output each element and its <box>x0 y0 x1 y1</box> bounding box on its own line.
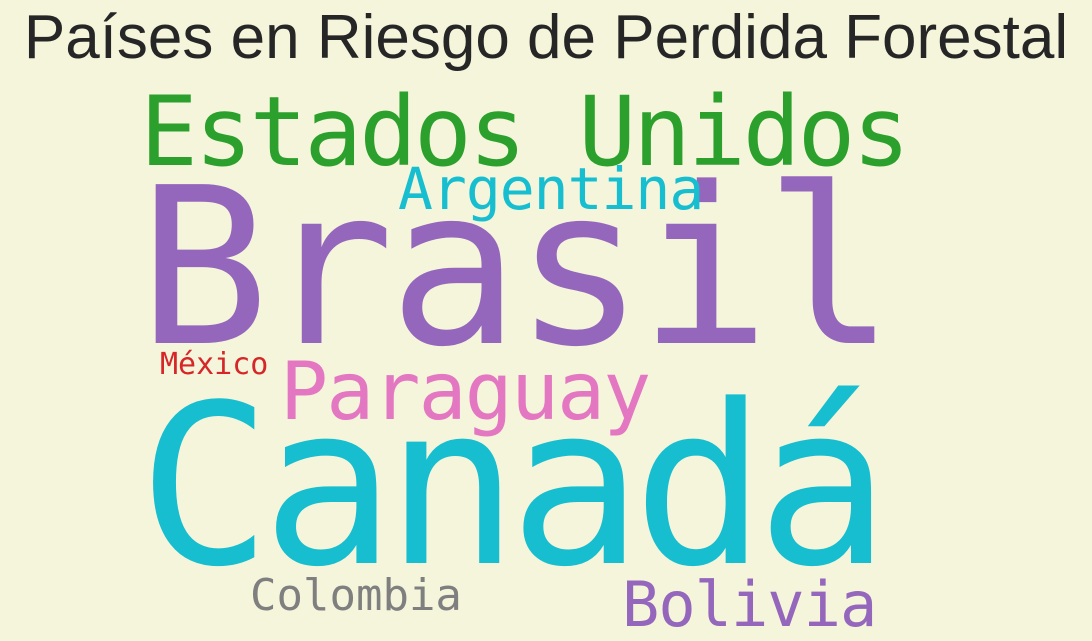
word-mexico: México <box>160 347 269 382</box>
word-canada: Canadá <box>138 358 890 616</box>
word-colombia: Colombia <box>250 570 462 621</box>
figure-title: Países en Riesgo de Perdida Forestal <box>23 3 1069 72</box>
word-argentina: Argentina <box>398 155 704 223</box>
word-estados-unidos: Estados Unidos <box>140 76 910 188</box>
word-paraguay: Paraguay <box>280 345 651 438</box>
word-brasil: Brasil <box>138 142 895 395</box>
word-bolivia: Bolivia <box>622 568 877 641</box>
